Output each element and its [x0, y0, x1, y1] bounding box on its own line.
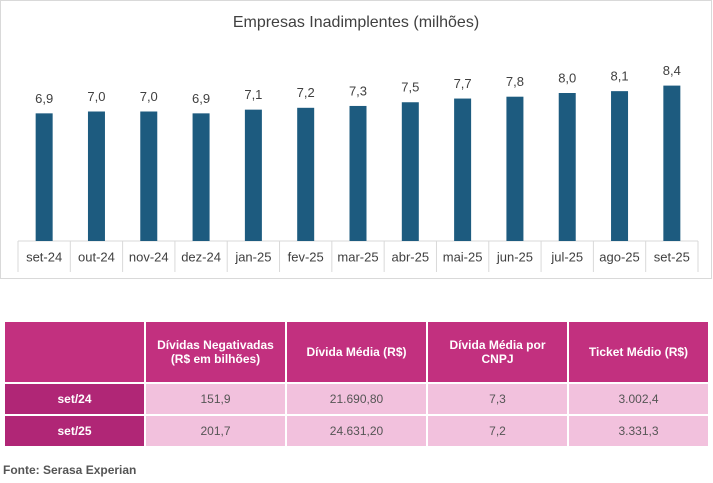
column-header: Dívidas Negativadas (R$ em bilhões)	[144, 320, 287, 384]
table-row: set/24 151,9 21.690,80 7,3 3.002,4	[3, 382, 710, 416]
column-header: Dívida Média (R$)	[285, 320, 428, 384]
x-tick-label: jul-25	[550, 249, 583, 264]
bar	[611, 91, 629, 242]
value-label: 6,9	[35, 91, 53, 106]
value-label: 7,3	[349, 83, 367, 98]
bar	[140, 111, 158, 241]
value-label: 7,8	[506, 74, 524, 89]
table-row: set/25 201,7 24.631,20 7,2 3.331,3	[3, 414, 710, 448]
table-cell: 7,2	[426, 414, 569, 448]
bar	[454, 98, 472, 241]
bar	[349, 105, 367, 241]
x-tick-label: fev-25	[288, 249, 324, 264]
bar	[192, 113, 210, 241]
x-tick-label: mai-25	[443, 249, 483, 264]
x-tick-label: nov-24	[129, 249, 169, 264]
data-table: Dívidas Negativadas (R$ em bilhões) Dívid…	[3, 320, 710, 448]
table-cell: 201,7	[144, 414, 287, 448]
table-cell: 3.002,4	[567, 382, 710, 416]
x-tick-label: mar-25	[337, 249, 378, 264]
x-tick-label: dez-24	[181, 249, 221, 264]
row-label: set/24	[3, 382, 146, 416]
bar	[401, 102, 419, 241]
bar	[35, 113, 53, 241]
x-tick-label: jun-25	[496, 249, 533, 264]
bar	[663, 85, 681, 241]
x-tick-label: ago-25	[599, 249, 639, 264]
x-tick-label: abr-25	[392, 249, 430, 264]
bar	[297, 107, 315, 241]
column-header: Dívida Média por CNPJ	[426, 320, 569, 384]
header-corner	[3, 320, 146, 384]
bar	[244, 109, 262, 242]
bar	[506, 96, 524, 241]
value-label: 8,0	[558, 70, 576, 85]
value-label: 7,0	[87, 89, 105, 104]
value-label: 6,9	[192, 91, 210, 106]
table-cell: 7,3	[426, 382, 569, 416]
value-label: 7,5	[401, 80, 419, 95]
table-cell: 3.331,3	[567, 414, 710, 448]
chart-title: Empresas Inadimplentes (milhões)	[233, 14, 479, 31]
chart: Empresas Inadimplentes (milhões) 6,9 set-…	[0, 0, 712, 279]
source: Fonte: Serasa Experian	[3, 463, 137, 477]
header-row: Dívidas Negativadas (R$ em bilhões) Dívid…	[3, 320, 710, 384]
value-label: 7,0	[140, 89, 158, 104]
bar	[87, 111, 105, 241]
table-cell: 151,9	[144, 382, 287, 416]
column-header: Ticket Médio (R$)	[567, 320, 710, 384]
x-tick-label: set-24	[26, 249, 62, 264]
table-cell: 24.631,20	[285, 414, 428, 448]
bar	[558, 93, 576, 241]
x-tick-label: jan-25	[234, 249, 271, 264]
value-label: 7,2	[297, 85, 315, 100]
value-label: 7,7	[454, 76, 472, 91]
row-label: set/25	[3, 414, 146, 448]
x-tick-label: out-24	[78, 249, 115, 264]
value-label: 7,1	[244, 87, 262, 102]
value-label: 8,4	[663, 63, 681, 78]
x-tick-label: set-25	[654, 249, 690, 264]
value-label: 8,1	[610, 69, 628, 84]
table-cell: 21.690,80	[285, 382, 428, 416]
